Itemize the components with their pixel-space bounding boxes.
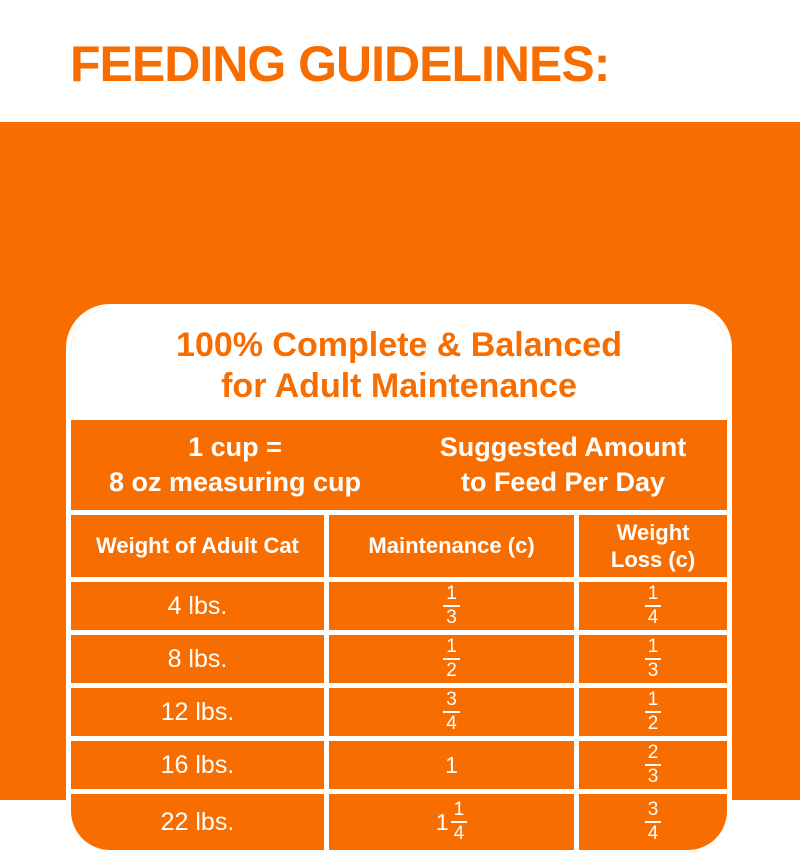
suggested-amount-line2: to Feed Per Day [460,467,666,497]
cup-info: 1 cup = 8 oz measuring cup [71,420,399,510]
cup-info-line1: 1 cup = [188,431,282,462]
weight-cell: 4 lbs. [71,582,324,630]
panel-heading: 100% Complete & Balanced for Adult Maint… [71,309,727,420]
weight-cell: 12 lbs. [71,688,324,736]
column-header-weight: Weight of Adult Cat [71,515,324,577]
page-title: FEEDING GUIDELINES: [70,36,610,92]
feeding-guidelines-panel: 100% Complete & Balanced for Adult Maint… [66,304,732,855]
orange-background: 100% Complete & Balanced for Adult Maint… [0,122,800,855]
panel-heading-line2: for Adult Maintenance [221,366,577,405]
column-header-maintenance: Maintenance (c) [328,515,575,577]
weight-cell: 16 lbs. [71,741,324,789]
weight-cell: 8 lbs. [71,635,324,683]
suggested-amount: Suggested Amount to Feed Per Day [399,420,727,510]
suggested-amount-line1: Suggested Amount [439,431,687,462]
feeding-table: Weight of Adult Cat Maintenance (c) Weig… [71,510,727,850]
cup-info-line2: 8 oz measuring cup [108,467,362,497]
top-band: FEEDING GUIDELINES: [0,0,800,122]
column-header-weight-loss: Weight Loss (c) [579,515,727,577]
weight-cell: 22 lbs. [71,794,324,850]
panel-heading-line1: 100% Complete & Balanced [176,326,622,365]
amount-value: 1 [445,751,458,778]
maintenance-cell: 1 [328,741,575,789]
panel-subheader: 1 cup = 8 oz measuring cup Suggested Amo… [71,420,727,510]
